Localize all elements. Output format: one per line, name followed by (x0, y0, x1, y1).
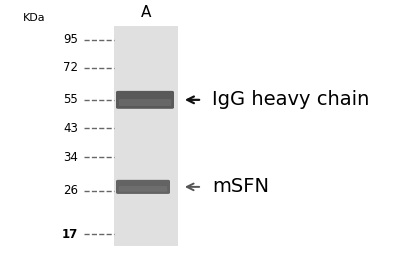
Text: 95: 95 (63, 33, 78, 46)
Text: mSFN: mSFN (212, 177, 269, 196)
Text: KDa: KDa (23, 13, 45, 23)
FancyBboxPatch shape (119, 186, 167, 192)
Text: 43: 43 (63, 122, 78, 134)
Bar (114, 26, 178, 246)
Text: 72: 72 (63, 61, 78, 74)
FancyBboxPatch shape (116, 91, 174, 109)
Text: 26: 26 (63, 184, 78, 197)
Text: A: A (141, 5, 151, 20)
Text: 17: 17 (62, 228, 78, 241)
Text: 34: 34 (63, 151, 78, 164)
FancyBboxPatch shape (116, 180, 170, 194)
Text: IgG heavy chain: IgG heavy chain (212, 90, 369, 109)
Text: 55: 55 (63, 93, 78, 106)
FancyBboxPatch shape (119, 99, 171, 106)
